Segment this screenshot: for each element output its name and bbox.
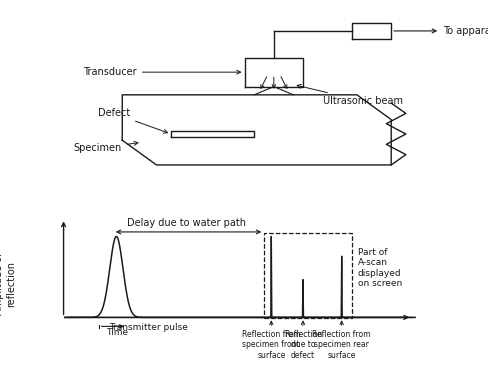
Text: Reflection from
specimen front
surface: Reflection from specimen front surface <box>242 330 300 360</box>
Text: Ultrasonic beam: Ultrasonic beam <box>297 84 402 106</box>
Text: Defect: Defect <box>98 109 167 133</box>
Text: Time: Time <box>105 328 128 337</box>
Text: Amplitude of
reflection: Amplitude of reflection <box>0 253 16 315</box>
Text: Specimen: Specimen <box>73 142 138 153</box>
Text: Transmitter pulse: Transmitter pulse <box>109 323 188 332</box>
Text: Transducer: Transducer <box>83 67 240 77</box>
Text: Part of
A-scan
displayed
on screen: Part of A-scan displayed on screen <box>357 248 401 288</box>
Text: Reflection
due to
defect: Reflection due to defect <box>283 330 322 360</box>
Text: Delay due to water path: Delay due to water path <box>127 218 246 228</box>
Text: Reflection from
specimen rear
surface: Reflection from specimen rear surface <box>312 330 370 360</box>
Text: To apparatus: To apparatus <box>442 26 488 36</box>
